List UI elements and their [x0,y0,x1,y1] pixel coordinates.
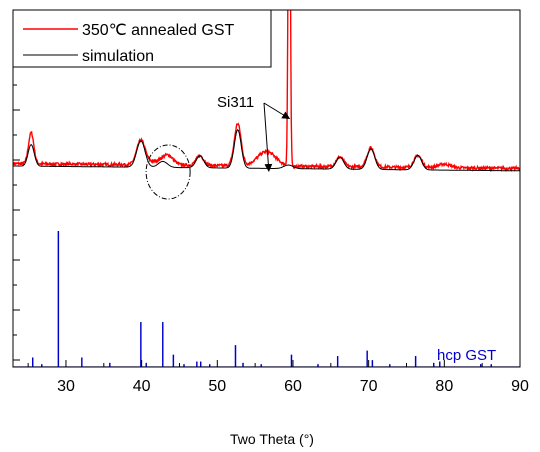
y-axis-ticks [13,34,20,361]
series-measured [13,10,520,173]
x-tick-label-80: 80 [435,378,453,395]
x-tick-label-50: 50 [208,378,226,395]
highlight-ellipse [145,144,191,200]
x-tick-label-60: 60 [284,378,302,395]
legend-box [12,9,272,68]
plot-area [13,10,520,367]
annotation-si311: Si311 [217,94,254,111]
annotations: Si311 hcp GST [145,94,496,364]
hcp-gst-label: hcp GST [437,347,496,364]
si311-arrow-0 [263,102,291,120]
legend: 350℃ annealed GST simulation [12,9,272,68]
legend-label-measured: 350℃ annealed GST [82,22,235,39]
legend-label-simulation: simulation [82,48,154,65]
x-tick-label-40: 40 [133,378,151,395]
x-axis-label: Two Theta (°) [230,431,314,447]
si311-arrow-1 [263,102,273,172]
x-tick-label-30: 30 [57,378,75,395]
x-tick-label-90: 90 [511,378,529,395]
x-tick-label-70: 70 [360,378,378,395]
x-axis-ticks: 30 40 50 60 70 80 90 [27,360,529,395]
